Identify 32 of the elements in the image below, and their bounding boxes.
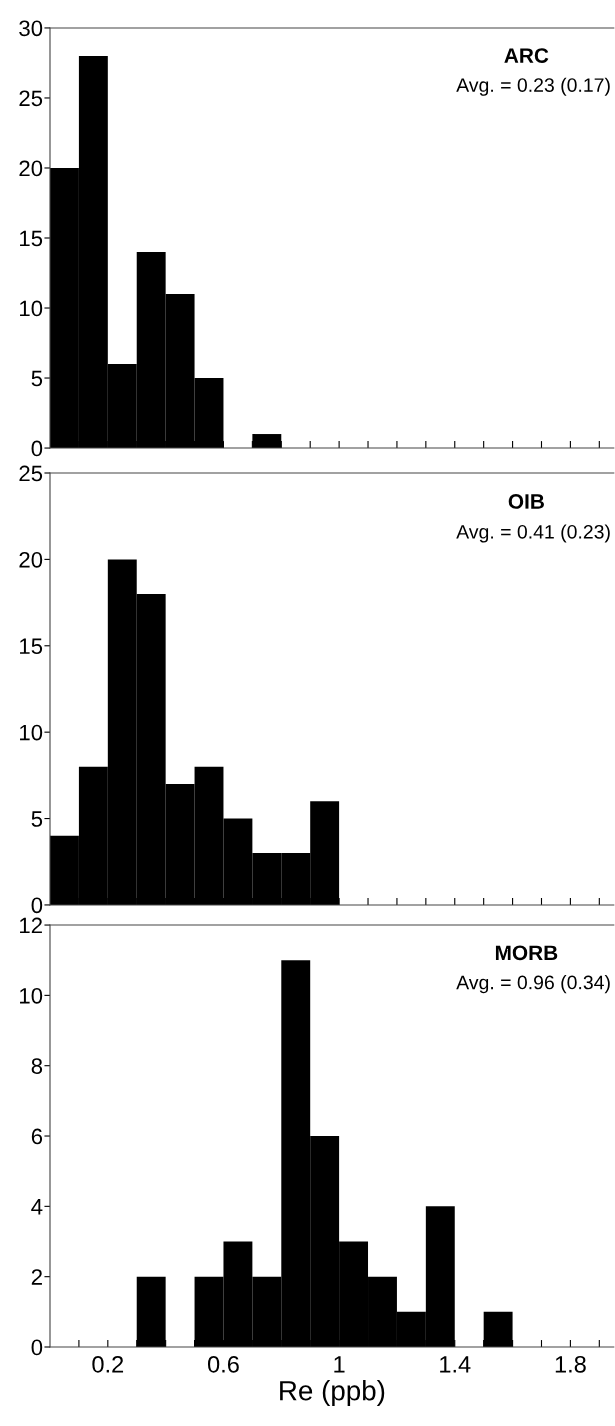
y-tick-label: 12 [20,917,42,934]
y-tick-label: 0 [31,1339,43,1356]
y-tick-label: 15 [20,638,43,655]
y-tick-label: 0 [31,440,43,457]
y-tick-label: 20 [19,160,43,177]
y-tick-label: 5 [31,370,43,387]
text: Avg. = 0.96 (0.34) [456,975,610,994]
y-tick-label: 20 [19,551,43,568]
text: Avg. = 0.41 (0.23) [456,524,610,543]
x-tick-label: 0.2 [92,1355,124,1373]
y-tick-label: 5 [31,811,43,827]
x-tick-label: 1 [334,1356,345,1373]
x-tick-label: 1.8 [555,1355,586,1373]
y-tick-label: 15 [20,230,43,247]
y-tick-label: 10 [20,987,43,1004]
y-tick-label: 4 [31,1199,43,1215]
text: ARC [504,48,549,63]
y-tick-label: 2 [31,1269,42,1285]
y-tick-label: 25 [19,465,43,482]
text: OIB [508,494,544,509]
x-tick-label: 0.6 [207,1355,239,1373]
y-tick-label: 8 [31,1058,43,1074]
y-tick-label: 10 [20,724,43,741]
x-tick-label: 1.4 [440,1356,471,1373]
y-tick-label: 10 [20,300,43,317]
y-tick-label: 25 [19,90,43,107]
y-tick-label: 30 [19,20,43,37]
text: Avg. = 0.23 (0.17) [456,77,610,96]
y-tick-label: 6 [31,1128,43,1145]
text: MORB [495,945,558,961]
x-axis-title: Re (ppb) [280,1380,385,1407]
y-tick-label: 0 [31,897,43,914]
